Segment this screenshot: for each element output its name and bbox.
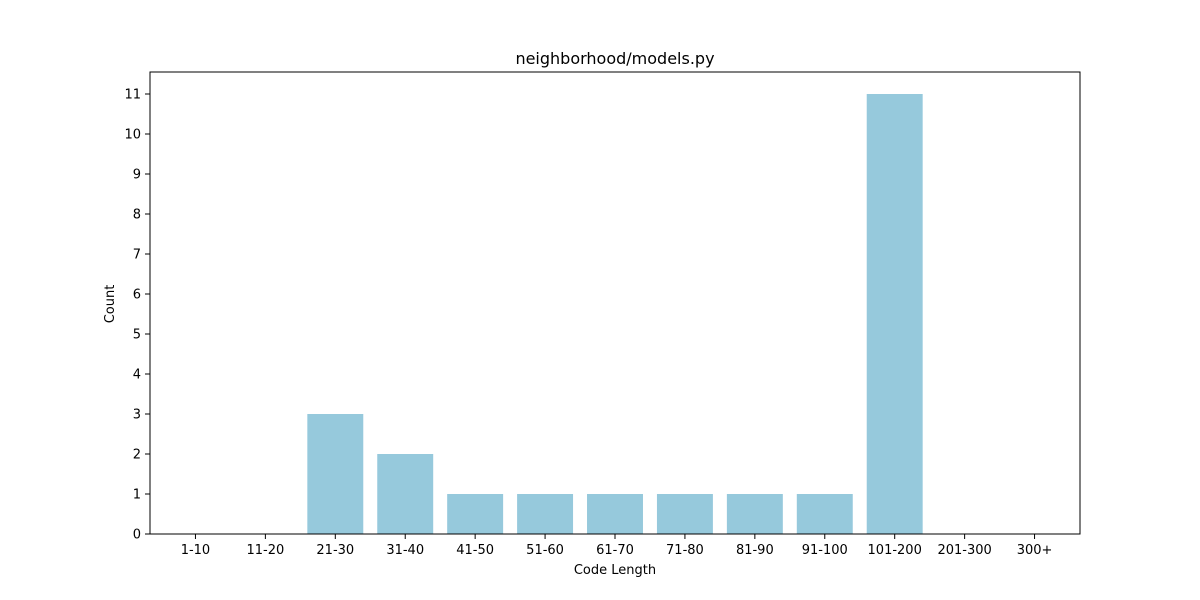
y-tick-label: 2 bbox=[133, 448, 141, 463]
bar-51-60 bbox=[517, 494, 574, 534]
y-tick-label: 6 bbox=[133, 288, 141, 303]
y-tick-label: 5 bbox=[133, 328, 141, 343]
y-tick-label: 3 bbox=[133, 408, 141, 423]
bar-91-100 bbox=[796, 494, 853, 534]
y-tick-label: 7 bbox=[133, 248, 141, 263]
x-tick-label: 91-100 bbox=[802, 543, 848, 558]
bar-101-200 bbox=[866, 94, 923, 534]
bar-31-40 bbox=[377, 454, 434, 534]
x-tick-label: 31-40 bbox=[386, 543, 424, 558]
x-tick-label: 201-300 bbox=[937, 543, 991, 558]
bar-71-80 bbox=[656, 494, 713, 534]
x-tick-label: 21-30 bbox=[316, 543, 354, 558]
bars-layer bbox=[307, 94, 923, 534]
x-tick-label: 300+ bbox=[1017, 543, 1053, 558]
x-tick-label: 81-90 bbox=[736, 543, 774, 558]
bar-61-70 bbox=[587, 494, 643, 534]
y-tick-label: 8 bbox=[133, 208, 141, 223]
x-tick-label: 41-50 bbox=[456, 543, 494, 558]
bar-81-90 bbox=[726, 494, 783, 534]
y-tick-label: 11 bbox=[124, 88, 141, 103]
y-tick-label: 9 bbox=[133, 168, 141, 183]
y-tick-label: 4 bbox=[133, 368, 141, 383]
x-axis: 1-10 11-20 21-30 31-40 41-50 51-60 61-70 71-80 8… bbox=[181, 534, 1053, 558]
y-axis-label: Count bbox=[103, 285, 118, 324]
y-tick-label: 10 bbox=[124, 128, 141, 143]
y-tick-label: 1 bbox=[133, 488, 141, 503]
bar-41-50 bbox=[447, 494, 504, 534]
x-tick-label: 51-60 bbox=[526, 543, 564, 558]
x-tick-label: 101-200 bbox=[868, 543, 922, 558]
x-axis-label: Code Length bbox=[574, 563, 656, 578]
x-tick-label: 71-80 bbox=[666, 543, 704, 558]
x-tick-label: 1-10 bbox=[181, 543, 211, 558]
x-tick-label: 11-20 bbox=[246, 543, 284, 558]
x-tick-label: 61-70 bbox=[596, 543, 634, 558]
y-tick-label: 0 bbox=[133, 528, 141, 543]
chart-title: neighborhood/models.py bbox=[515, 49, 714, 68]
bar-21-30 bbox=[307, 414, 364, 534]
plot-frame bbox=[149, 71, 1081, 535]
y-axis: 0 1 2 3 4 5 6 7 8 9 10 11 bbox=[124, 88, 150, 543]
